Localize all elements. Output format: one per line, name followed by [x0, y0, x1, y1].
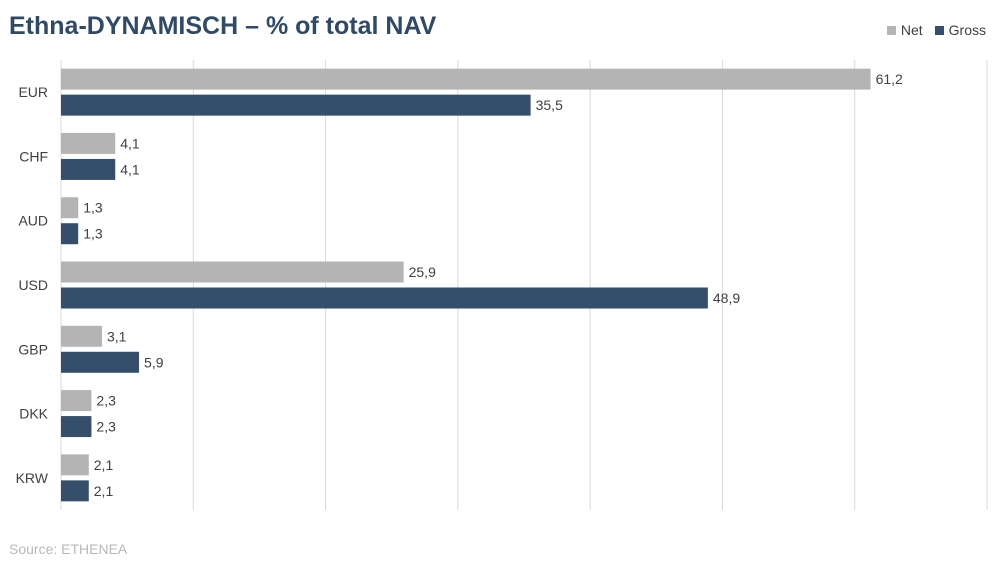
bar-net: [61, 197, 79, 219]
category-label: EUR: [18, 84, 48, 100]
category-label: USD: [18, 277, 48, 293]
data-label: 48,9: [713, 290, 740, 306]
bar-gross: [61, 223, 79, 245]
data-label: 2,3: [96, 393, 116, 409]
bar-net: [61, 261, 404, 283]
data-label: 2,1: [94, 457, 114, 473]
source-note: Source: ETHENEA: [9, 541, 128, 557]
legend-swatch-net: [886, 25, 896, 35]
category-label: AUD: [18, 213, 48, 229]
legend-item-gross: Gross: [934, 22, 986, 38]
data-label: 3,1: [107, 328, 127, 344]
data-label: 35,5: [536, 97, 563, 113]
bar-gross: [61, 287, 708, 309]
data-label: 25,9: [409, 264, 436, 280]
bar-gross: [61, 416, 92, 438]
legend-item-net: Net: [886, 22, 923, 38]
category-label: DKK: [19, 406, 48, 422]
bar-gross: [61, 158, 116, 180]
legend-label-net: Net: [900, 22, 923, 38]
data-label: 61,2: [876, 71, 903, 87]
data-label: 1,3: [83, 226, 103, 242]
bar-gross: [61, 94, 531, 116]
bar-gross: [61, 351, 140, 373]
chart-title: Ethna-DYNAMISCH – % of total NAV: [9, 12, 437, 40]
category-label: GBP: [18, 341, 48, 357]
bar-net: [61, 68, 871, 90]
bar-net: [61, 454, 89, 476]
data-label: 1,3: [83, 200, 103, 216]
data-label: 5,9: [144, 354, 164, 370]
category-label: KRW: [16, 470, 49, 486]
bar-net: [61, 325, 103, 347]
data-label: 4,1: [120, 161, 140, 177]
category-label: CHF: [19, 148, 48, 164]
legend-swatch-gross: [934, 25, 944, 35]
data-label: 2,3: [96, 419, 116, 435]
bar-net: [61, 390, 92, 412]
bar-gross: [61, 480, 89, 502]
data-label: 2,1: [94, 483, 114, 499]
data-label: 4,1: [120, 135, 140, 151]
bar-net: [61, 132, 116, 154]
legend-label-gross: Gross: [948, 22, 986, 38]
bar-chart: EUR 61,2 35,5 CHF 4,1 4,1 AUD 1,3 1,3 USD 25,9 48,9…: [16, 60, 988, 510]
chart-legend: Net Gross: [886, 22, 986, 38]
